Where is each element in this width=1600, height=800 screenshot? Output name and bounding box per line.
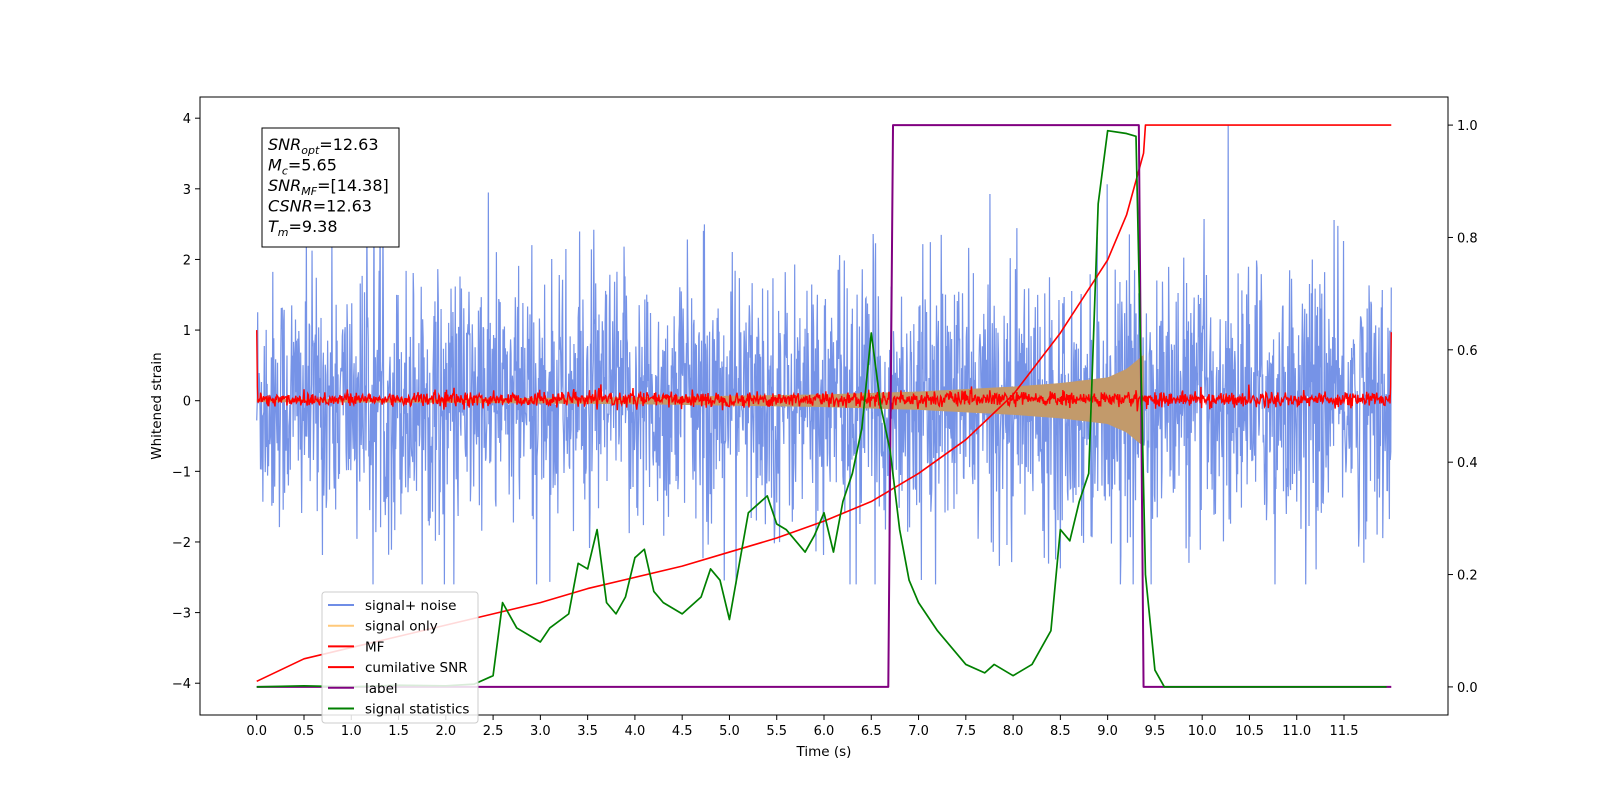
- x-tick-label: 5.0: [719, 724, 740, 739]
- x-tick-label: 6.5: [861, 724, 882, 739]
- legend-label: signal statistics: [365, 702, 469, 718]
- legend-label: signal+ noise: [365, 598, 456, 614]
- x-tick-label: 3.0: [530, 724, 551, 739]
- y-left-tick-label: 0: [183, 395, 191, 410]
- x-tick-label: 3.5: [577, 724, 598, 739]
- y-right-tick-label: 1.0: [1457, 119, 1478, 134]
- x-tick-label: 11.5: [1330, 724, 1359, 739]
- x-tick-label: 8.5: [1050, 724, 1071, 739]
- x-tick-label: 2.5: [483, 724, 504, 739]
- x-tick-label: 1.5: [388, 724, 409, 739]
- x-tick-label: 10.0: [1188, 724, 1217, 739]
- y-left-tick-label: 3: [183, 183, 191, 198]
- legend-frame: [321, 591, 479, 724]
- legend-label: signal only: [365, 619, 438, 635]
- x-tick-label: 9.0: [1097, 724, 1118, 739]
- legend: signal+ noise signal only MF cumilative SNR…: [321, 591, 479, 724]
- x-tick-label: 0.5: [294, 724, 315, 739]
- info-line: Tm=9.38: [268, 217, 338, 239]
- y-left-tick-label: −3: [172, 607, 191, 622]
- x-tick-label: 7.0: [908, 724, 929, 739]
- y-axis-right: 0.0 0.2 0.4 0.6 0.8 1.0: [1448, 119, 1478, 696]
- y-right-tick-label: 0.0: [1457, 681, 1478, 696]
- x-axis: 0.0 0.5 1.0 1.5 2.0 2.5 3.0 3.5 4.0 4.5 5.0 5.5 6.0 6…: [246, 715, 1358, 739]
- legend-label: label: [365, 681, 398, 697]
- y-right-tick-label: 0.2: [1457, 569, 1478, 584]
- signal-statistics-line: [256, 129, 1387, 688]
- x-tick-label: 4.5: [672, 724, 693, 739]
- info-line: Mc=5.65: [268, 156, 337, 178]
- x-tick-label: 11.0: [1282, 724, 1311, 739]
- x-tick-label: 5.5: [766, 724, 787, 739]
- legend-label: cumilative SNR: [365, 660, 468, 676]
- y-left-tick-label: 2: [183, 253, 191, 268]
- y-left-tick-label: −1: [172, 465, 191, 480]
- x-tick-label: 10.5: [1235, 724, 1264, 739]
- x-tick-label: 7.5: [955, 724, 976, 739]
- y-left-tick-label: −4: [172, 677, 191, 692]
- x-axis-label: Time (s): [796, 744, 852, 760]
- y-right-tick-label: 0.6: [1457, 344, 1478, 359]
- info-line: SNRopt=12.63: [268, 135, 379, 157]
- x-tick-label: 9.5: [1145, 724, 1166, 739]
- y-right-tick-label: 0.8: [1457, 231, 1478, 246]
- info-box-frame: [261, 127, 400, 248]
- x-tick-label: 0.0: [246, 724, 267, 739]
- x-tick-label: 4.0: [625, 724, 646, 739]
- x-tick-label: 1.0: [341, 724, 362, 739]
- info-line: CSNR=12.63: [268, 197, 372, 216]
- mf-line: [256, 330, 1392, 413]
- info-line: SNRMF=[14.38]: [268, 176, 389, 198]
- x-tick-label: 6.0: [814, 724, 835, 739]
- y-axis-left: −4 −3 −2 −1 0 1 2 3 4: [172, 112, 200, 692]
- y-right-tick-label: 0.4: [1457, 456, 1478, 471]
- y-left-tick-label: 4: [183, 112, 191, 127]
- x-tick-label: 8.0: [1003, 724, 1024, 739]
- y-left-tick-label: −2: [172, 536, 191, 551]
- info-box: SNRopt=12.63Mc=5.65SNRMF=[14.38]CSNR=12.…: [261, 127, 400, 248]
- y-axis-label: Whitened strain: [149, 352, 165, 459]
- x-tick-label: 2.0: [435, 724, 456, 739]
- signal-noise-line: [256, 125, 1392, 585]
- legend-label: MF: [365, 639, 384, 655]
- y-left-tick-label: 1: [183, 324, 191, 339]
